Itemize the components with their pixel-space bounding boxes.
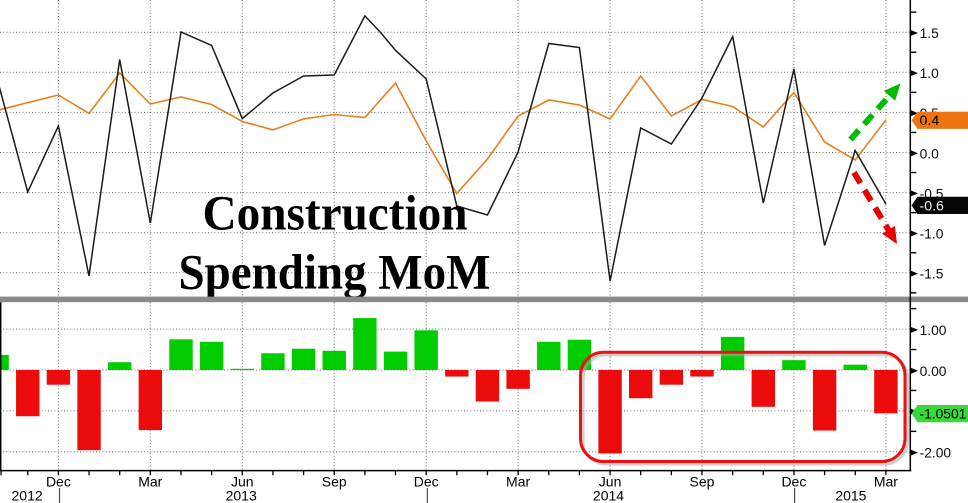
svg-text:-1.5: -1.5 <box>920 267 944 282</box>
svg-text:Construction: Construction <box>203 185 468 241</box>
svg-text:Mar: Mar <box>138 474 162 490</box>
svg-text:Dec: Dec <box>414 474 439 490</box>
svg-text:Mar: Mar <box>874 474 898 490</box>
svg-text:-1.0: -1.0 <box>920 227 944 242</box>
svg-text:Dec: Dec <box>781 474 806 490</box>
svg-text:Mar: Mar <box>506 474 530 490</box>
svg-text:0.0: 0.0 <box>920 146 940 161</box>
svg-text:Jun: Jun <box>599 474 622 490</box>
svg-text:Dec: Dec <box>46 474 71 490</box>
svg-text:2014: 2014 <box>593 488 624 503</box>
svg-text:2015: 2015 <box>835 488 866 503</box>
svg-text:1.00: 1.00 <box>920 323 947 338</box>
svg-text:0.00: 0.00 <box>920 364 947 379</box>
svg-text:2012: 2012 <box>12 488 43 503</box>
svg-text:Jun: Jun <box>231 474 254 490</box>
svg-text:Spending MoM: Spending MoM <box>179 244 491 300</box>
svg-text:Sep: Sep <box>690 474 715 490</box>
svg-text:-1.0501: -1.0501 <box>920 407 967 422</box>
svg-text:2013: 2013 <box>226 488 257 503</box>
svg-text:0.4: 0.4 <box>920 113 940 129</box>
svg-text:-0.6: -0.6 <box>920 198 945 214</box>
svg-text:-2.00: -2.00 <box>920 446 952 461</box>
svg-text:Sep: Sep <box>322 474 347 490</box>
svg-text:1.5: 1.5 <box>920 26 940 41</box>
svg-text:1.0: 1.0 <box>920 66 940 81</box>
